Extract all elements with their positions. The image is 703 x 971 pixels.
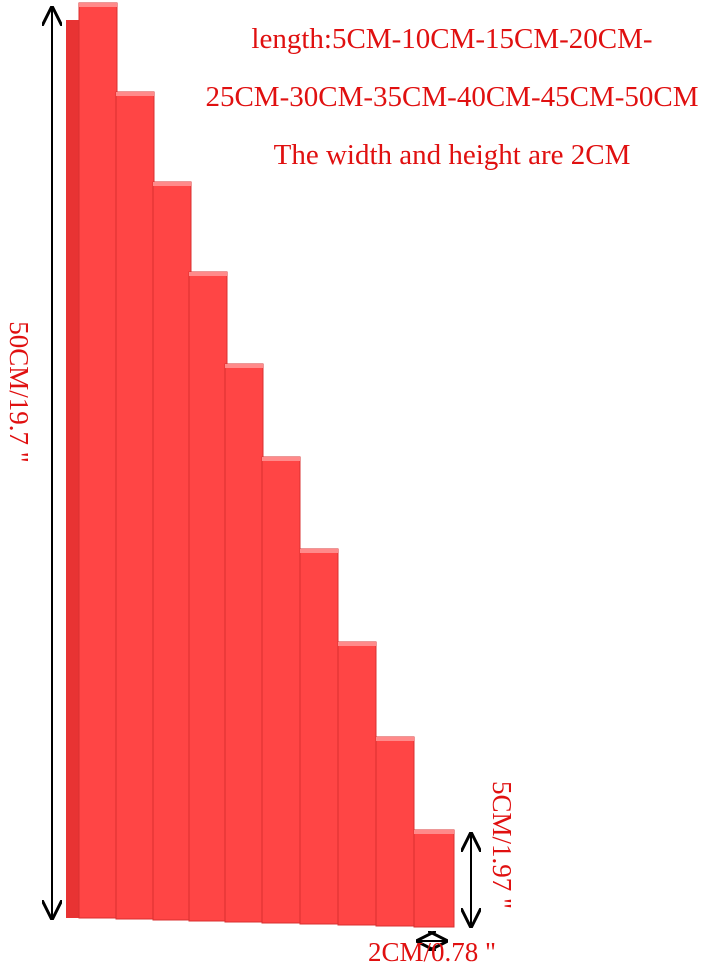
rod-shadow: [66, 20, 80, 918]
rod-top: [189, 272, 227, 276]
rod-top: [262, 457, 300, 461]
rod: [78, 2, 118, 919]
rod: [413, 829, 455, 928]
short-rod-label: 5CM/1.97 ": [487, 781, 517, 909]
lengths-line-2: 25CM-30CM-35CM-40CM-45CM-50CM: [205, 81, 698, 113]
rod: [224, 363, 264, 923]
rod-top: [338, 642, 376, 646]
rods: [66, 2, 455, 928]
rod-top: [225, 364, 263, 368]
rod: [261, 456, 301, 924]
rod: [337, 641, 377, 926]
rod-top: [414, 830, 454, 834]
rod-width-label: 2CM/0.78 ": [368, 937, 496, 967]
lengths-line-1: length:5CM-10CM-15CM-20CM-: [251, 23, 652, 55]
rod-top: [300, 549, 338, 553]
rod: [188, 271, 228, 922]
rod: [375, 736, 415, 927]
rod-top: [376, 737, 414, 741]
rod: [115, 91, 155, 920]
width-height-note: The width and height are 2CM: [274, 139, 631, 171]
rod-top: [116, 92, 154, 96]
rod-top: [79, 3, 117, 7]
rod-top: [153, 182, 191, 186]
total-height-label: 50CM/19.7 ": [4, 321, 34, 463]
rod: [299, 548, 339, 925]
rod: [152, 181, 192, 921]
